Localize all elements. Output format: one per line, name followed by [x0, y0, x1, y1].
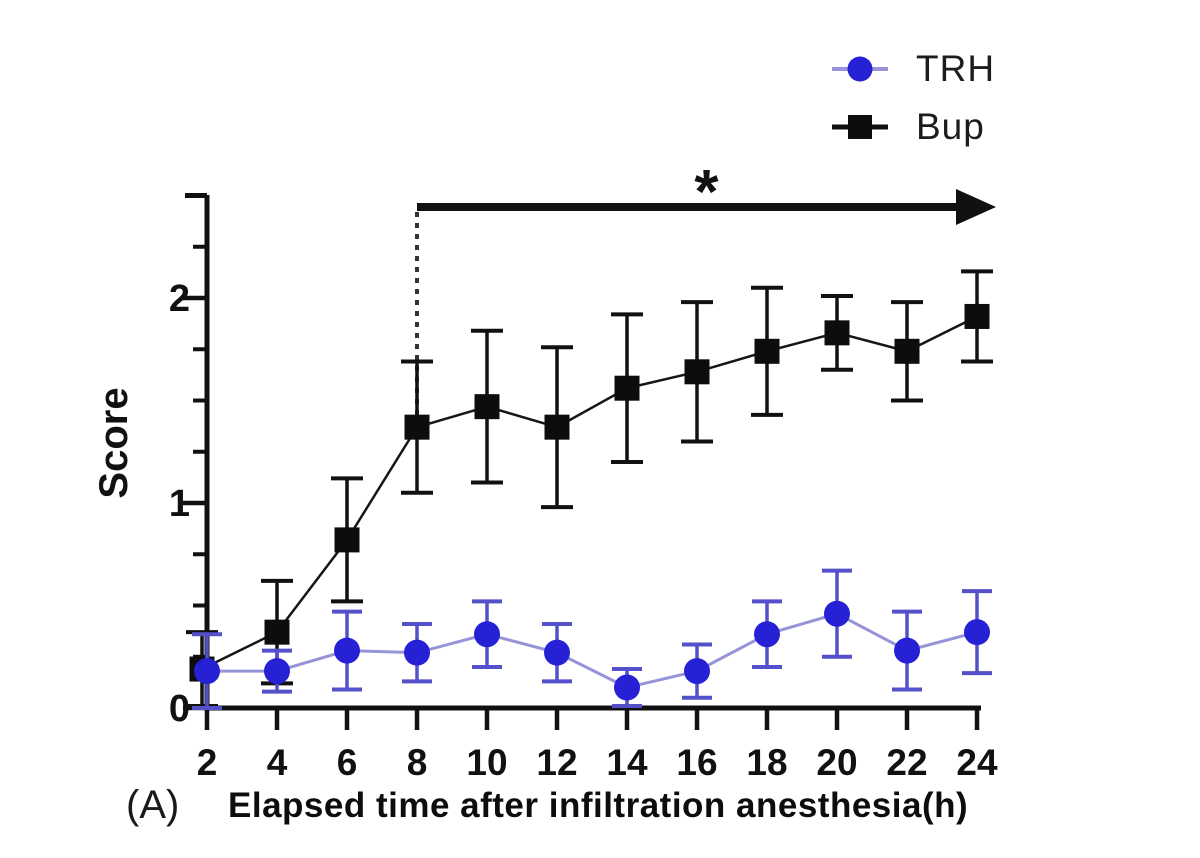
circle-marker	[404, 639, 430, 666]
x-axis-title: Elapsed time after infiltration anesthes…	[228, 786, 969, 825]
square-marker	[264, 619, 290, 645]
square-marker	[754, 338, 780, 364]
square-marker	[544, 414, 570, 440]
circle-marker	[264, 658, 290, 685]
x-tick-label: 8	[407, 742, 428, 783]
circle-marker	[614, 674, 640, 701]
square-marker	[894, 338, 920, 364]
legend-item-trh: TRH	[830, 48, 995, 90]
square-marker	[964, 303, 990, 329]
circle-marker	[334, 637, 360, 664]
square-marker	[824, 320, 850, 346]
circle-marker	[194, 658, 220, 685]
x-tick-label: 18	[746, 742, 787, 783]
x-tick-label: 22	[886, 742, 927, 783]
y-tick-label: 1	[169, 483, 190, 525]
legend: TRH Bup	[830, 48, 995, 148]
panel-label: (A)	[126, 783, 180, 827]
x-tick-label: 6	[337, 742, 358, 783]
square-marker	[684, 359, 710, 385]
y-tick-label: 0	[169, 688, 190, 730]
x-tick-label: 12	[536, 742, 577, 783]
legend-label-bup: Bup	[916, 106, 985, 147]
x-tick-label: 2	[197, 742, 218, 783]
square-marker	[404, 414, 430, 440]
x-tick-label: 20	[816, 742, 857, 783]
circle-marker	[474, 621, 500, 648]
square-marker	[614, 375, 640, 401]
square-marker	[474, 394, 500, 420]
x-tick-label: 24	[956, 742, 998, 783]
circle-marker	[544, 639, 570, 666]
circle-marker	[964, 619, 990, 646]
y-tick-label: 2	[169, 278, 190, 320]
series-bup	[186, 269, 993, 708]
x-tick-label: 4	[267, 742, 288, 783]
significance-asterisk: *	[694, 158, 719, 227]
circle-marker	[894, 637, 920, 664]
trh-legend-marker-icon	[832, 56, 888, 82]
x-axis-title-row: (A) Elapsed time after infiltration anes…	[0, 781, 1200, 835]
y-axis-title: Score	[92, 387, 136, 498]
legend-label-trh: TRH	[916, 48, 996, 89]
x-tick-label: 16	[676, 742, 717, 783]
bup-legend-marker-icon	[832, 115, 888, 139]
x-tick-label: 14	[606, 742, 648, 783]
series-trh	[192, 568, 992, 710]
series-line	[207, 612, 978, 690]
legend-item-bup: Bup	[830, 106, 995, 148]
circle-marker	[754, 621, 780, 648]
square-marker	[334, 527, 360, 553]
x-tick-label: 10	[466, 742, 507, 783]
significance-arrow	[417, 189, 996, 225]
circle-marker	[824, 600, 850, 627]
series-line	[201, 315, 978, 671]
circle-marker	[684, 658, 710, 685]
